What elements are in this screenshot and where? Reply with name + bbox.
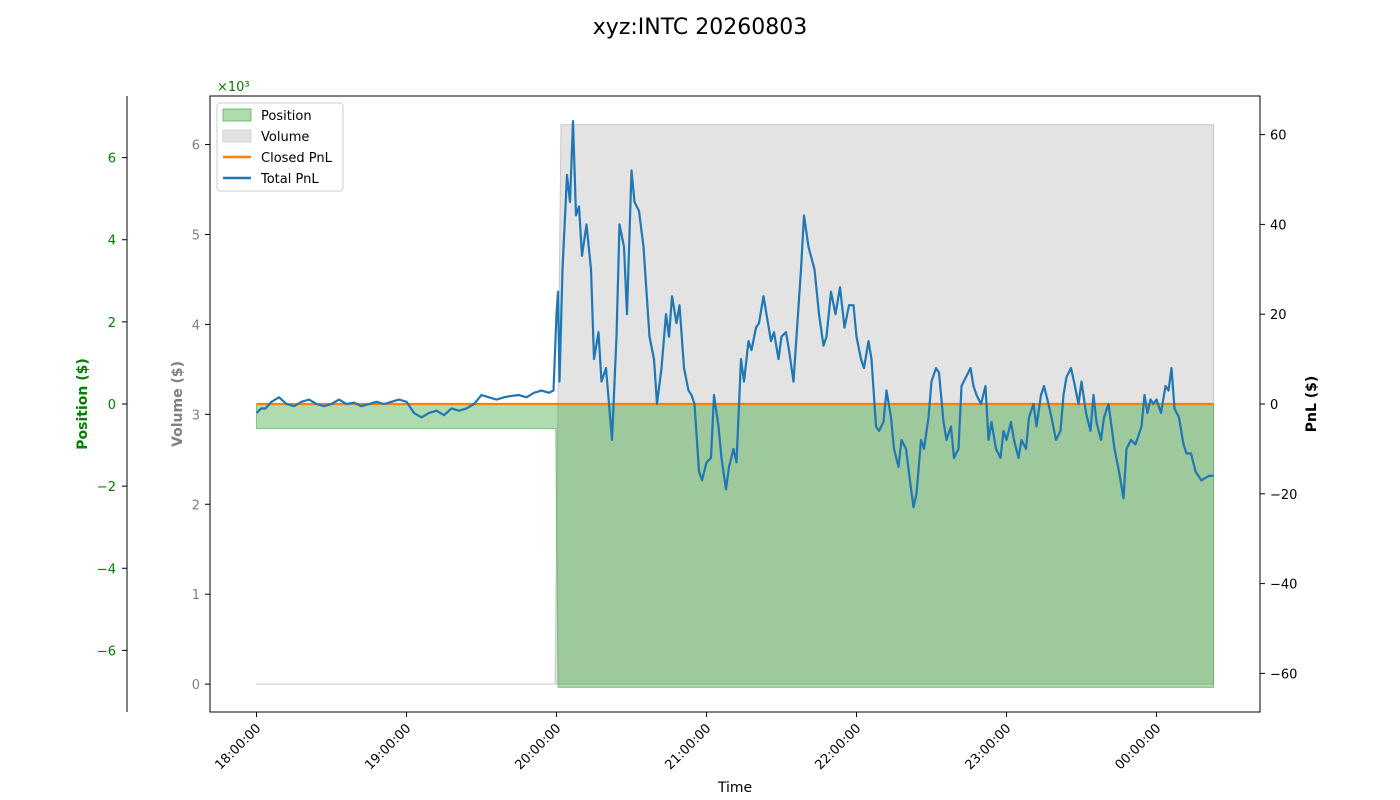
- legend-label-total-pnl: Total PnL: [260, 172, 319, 187]
- volume-tick-label: 3: [192, 408, 200, 423]
- position-tick-label: −4: [97, 562, 116, 577]
- position-tick-label: 6: [108, 152, 116, 167]
- volume-tick-label: 5: [192, 228, 200, 243]
- time-axis-label: Time: [717, 780, 752, 796]
- pnl-tick-label: −60: [1270, 667, 1297, 682]
- legend-label-closed-pnl: Closed PnL: [261, 151, 333, 166]
- volume-tick-label: 1: [192, 588, 200, 603]
- legend-box: [216, 102, 344, 192]
- total-pnl-line: [255, 120, 1214, 509]
- legend-items: Position Volume Closed PnL Total PnL: [222, 108, 333, 187]
- position-tick-label: 2: [108, 316, 116, 331]
- plot-area: [255, 120, 1214, 688]
- chart-title: xyz:INTC 20260803: [593, 15, 807, 40]
- volume-axis-ticks: 6 5 4 3 2 1 0: [192, 139, 210, 693]
- volume-tick-label: 0: [192, 678, 200, 693]
- pnl-axis-ticks: 60 40 20 0 −20 −40 −60: [1260, 129, 1297, 682]
- pnl-tick-label: 60: [1270, 129, 1287, 144]
- position-axis-ticks: 6 4 2 0 −2 −4 −6: [97, 152, 127, 659]
- legend-swatch-position: [222, 108, 252, 122]
- position-tick-label: 0: [108, 398, 116, 413]
- position-axis-multiplier: ×10³: [217, 80, 250, 95]
- legend-label-volume: Volume: [261, 130, 309, 145]
- position-tick-label: −6: [97, 644, 116, 659]
- volume-tick-label: 6: [192, 139, 200, 154]
- position-axis-label: Position ($): [75, 358, 91, 450]
- volume-tick-label: 4: [192, 318, 200, 333]
- pnl-tick-label: 40: [1270, 218, 1287, 233]
- pnl-tick-label: −20: [1270, 488, 1297, 503]
- pnl-tick-label: −40: [1270, 578, 1297, 593]
- position-tick-label: −2: [97, 480, 116, 495]
- position-tick-label: 4: [108, 234, 116, 249]
- legend: Position Volume Closed PnL Total PnL: [216, 102, 344, 192]
- volume-tick-label: 2: [192, 498, 200, 513]
- pnl-tick-label: 0: [1270, 398, 1278, 413]
- legend-swatch-volume: [222, 129, 252, 143]
- pnl-tick-label: 20: [1270, 308, 1287, 323]
- total-pnl-line-layer: [255, 120, 1214, 509]
- legend-label-position: Position: [261, 109, 312, 124]
- volume-axis-label: Volume ($): [170, 361, 186, 447]
- pnl-axis-label: PnL ($): [1304, 376, 1320, 433]
